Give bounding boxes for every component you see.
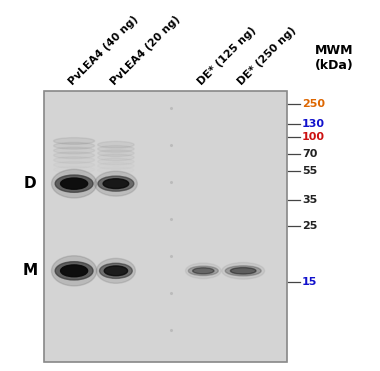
- Text: 250: 250: [302, 99, 325, 109]
- Ellipse shape: [98, 145, 134, 152]
- Ellipse shape: [98, 150, 134, 157]
- Ellipse shape: [222, 263, 264, 279]
- Ellipse shape: [103, 179, 129, 188]
- Text: 70: 70: [302, 149, 317, 159]
- Text: PvLEA4 (20 ng): PvLEA4 (20 ng): [109, 14, 182, 87]
- Text: 130: 130: [302, 119, 325, 128]
- Text: 25: 25: [302, 221, 317, 231]
- FancyBboxPatch shape: [44, 91, 287, 362]
- Text: M: M: [23, 263, 38, 278]
- Ellipse shape: [55, 262, 93, 280]
- Text: MWM
(kDa): MWM (kDa): [315, 45, 354, 72]
- Ellipse shape: [230, 267, 256, 274]
- Text: 15: 15: [302, 277, 317, 287]
- Ellipse shape: [193, 268, 214, 274]
- Ellipse shape: [55, 175, 93, 192]
- Ellipse shape: [60, 178, 88, 189]
- Ellipse shape: [54, 142, 95, 149]
- Ellipse shape: [188, 266, 218, 276]
- Ellipse shape: [98, 176, 134, 191]
- Ellipse shape: [98, 141, 134, 148]
- Text: 100: 100: [302, 132, 325, 142]
- Text: DE* (125 ng): DE* (125 ng): [196, 25, 258, 87]
- Ellipse shape: [52, 256, 97, 286]
- Text: 35: 35: [302, 196, 317, 205]
- Ellipse shape: [54, 138, 95, 144]
- Ellipse shape: [185, 263, 221, 279]
- Text: D: D: [24, 176, 37, 191]
- Text: PvLEA4 (40 ng): PvLEA4 (40 ng): [67, 14, 140, 87]
- Ellipse shape: [60, 265, 88, 277]
- Text: DE* (250 ng): DE* (250 ng): [236, 25, 298, 87]
- Ellipse shape: [97, 258, 135, 283]
- Ellipse shape: [52, 169, 97, 198]
- Ellipse shape: [100, 263, 132, 278]
- Ellipse shape: [54, 152, 95, 159]
- Text: 55: 55: [302, 166, 317, 175]
- Ellipse shape: [104, 266, 128, 276]
- Ellipse shape: [95, 171, 137, 196]
- Ellipse shape: [225, 266, 261, 276]
- Ellipse shape: [54, 147, 95, 154]
